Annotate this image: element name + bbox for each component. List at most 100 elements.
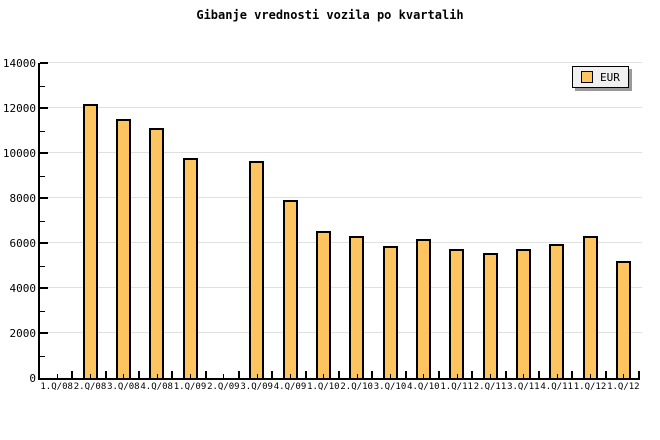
x-axis-tick-label: 4.Q/10 [407,382,440,392]
gridline [40,242,642,243]
y-axis-major-tick [40,287,48,289]
x-axis-tick-label: 1.Q/12 [607,382,640,392]
y-axis-minor-tick [40,265,45,267]
bar [382,246,398,378]
y-axis-tick-label: 0 [29,372,36,385]
x-axis-major-tick [338,371,340,378]
bar [82,103,98,378]
x-axis-minor-tick [223,374,225,378]
x-axis-major-tick [504,371,507,378]
x-axis-major-tick [538,371,540,378]
y-axis-tick-label: 4000 [9,282,37,295]
x-axis-tick-label: 2.Q/09 [207,382,240,392]
gridline [40,62,642,63]
x-axis-tick-label: 3.Q/11 [507,382,540,392]
bar [182,157,198,378]
y-axis-tick-label: 8000 [9,192,37,205]
y-axis-minor-tick [40,355,45,357]
x-axis-major-tick [471,371,474,378]
y-axis-major-tick [40,62,48,64]
gridline [40,107,642,108]
x-axis-tick-label: 1.Q/10 [307,382,340,392]
plot-area [38,62,642,380]
y-axis-major-tick [40,242,48,244]
x-axis-major-tick [571,371,574,378]
bar [415,238,431,378]
x-axis-tick-label: 1.Q/11 [440,382,473,392]
gridline [40,197,642,198]
x-axis-minor-tick [623,374,625,378]
x-axis-tick-label: 2.Q/11 [473,382,507,392]
x-axis-major-tick [138,371,140,378]
x-axis-tick-label: 2.Q/08 [73,382,107,392]
x-axis-tick-label: 4.Q/08 [140,382,173,392]
bar [482,253,498,378]
legend-series-label: EUR [600,70,620,84]
x-axis-tick-label: 3.Q/10 [373,382,407,392]
x-axis-minor-tick [256,374,258,378]
x-axis-major-tick [171,371,174,378]
x-axis-minor-tick [390,374,391,378]
x-axis-tick-label: 4.Q/11 [540,382,573,392]
x-axis-minor-tick [123,374,125,378]
bar [149,128,165,378]
x-axis-minor-tick [190,374,191,378]
x-axis-tick-label: 1.Q/12 [573,382,607,392]
x-axis-minor-tick [456,374,458,378]
bar [115,119,131,378]
legend-swatch-icon [581,71,593,83]
x-axis-major-tick [404,371,407,378]
x-axis-minor-tick [156,374,158,378]
x-axis-minor-tick [323,374,325,378]
y-axis-minor-tick [40,175,45,177]
gridline [40,287,642,288]
x-axis-tick-label: 1.Q/09 [173,382,207,392]
bar [515,248,531,378]
legend-box: EUR [572,66,629,88]
x-axis-minor-tick [90,374,91,378]
bar [349,236,365,378]
chart-title: Gibanje vrednosti vozila po kvartalih [196,8,464,22]
x-axis-major-tick [238,371,240,378]
bar [315,230,331,378]
x-axis-tick-label: 3.Q/09 [240,382,273,392]
x-axis-minor-tick [490,374,491,378]
x-axis-tick-label: 1.Q/08 [40,382,73,392]
x-axis-tick-label: 3.Q/08 [107,382,140,392]
bar [549,244,565,378]
x-axis-minor-tick [423,374,425,378]
y-axis-major-tick [40,152,48,154]
x-axis-major-tick [71,371,74,378]
y-axis-major-tick [40,197,48,199]
gridline [40,332,642,333]
x-axis-tick-label: 2.Q/10 [340,382,373,392]
bar [249,160,265,378]
y-axis-minor-tick [40,310,45,312]
x-axis-minor-tick [56,374,58,378]
y-axis-tick-label: 12000 [2,102,36,115]
y-axis-major-tick [40,107,48,109]
x-axis-tick-label: 4.Q/09 [273,382,307,392]
bar [582,236,598,378]
x-axis-minor-tick [290,374,291,378]
x-axis-major-tick [604,371,607,378]
x-axis-major-tick [204,371,207,378]
y-axis-minor-tick [40,130,45,132]
y-axis-minor-tick [40,85,45,87]
x-axis-minor-tick [523,374,525,378]
x-axis-major-tick [271,371,274,378]
x-axis-major-tick [438,371,440,378]
y-axis-tick-label: 6000 [9,237,37,250]
y-axis-major-tick [40,332,48,334]
bar [282,200,298,378]
x-axis-minor-tick [556,374,558,378]
x-axis-minor-tick [590,374,591,378]
y-axis-tick-label: 2000 [9,327,37,340]
y-axis-tick-label: 10000 [2,147,36,160]
y-axis-minor-tick [40,220,45,222]
x-axis-major-tick [638,371,640,378]
bar [615,261,631,378]
x-axis-minor-tick [356,374,358,378]
x-axis-major-tick [371,371,374,378]
